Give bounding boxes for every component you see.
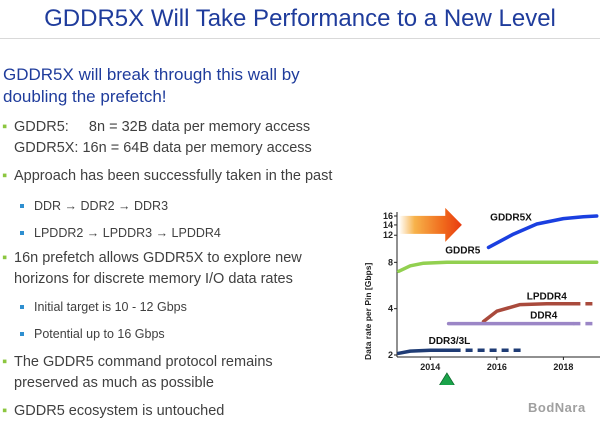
series-line-gddr5-solid: [396, 260, 599, 274]
bullet-text-line1: GDDR5: 8n = 32B data per memory access: [14, 119, 311, 135]
sub-bullet-text: Potential up to 16 Gbps: [34, 327, 165, 341]
timeline-marker-triangle: [439, 372, 455, 385]
sub-bullet-text: Initial target is 10 - 12 Gbps: [34, 300, 187, 314]
slide-title: GDDR5X Will Take Performance to a New Le…: [44, 5, 556, 32]
series-label-gddr5: GDDR5: [445, 246, 480, 257]
sub-bullet-initial-target: Initial target is 10 - 12 Gbps: [20, 298, 187, 316]
performance-arrow: [399, 207, 462, 242]
y-axis-title: Data rate per Pin [Gbps]: [363, 263, 373, 360]
bullet-text-line1: The GDDR5 command protocol remains: [14, 354, 273, 370]
x-tick-label-2018: 2018: [553, 362, 573, 372]
series-line-gddr5x-solid: [486, 214, 599, 250]
bullet-marker: ▪: [2, 250, 8, 266]
y-tick-label-8: 8: [388, 257, 393, 267]
bullet-text: GDDR5 ecosystem is untouched: [14, 403, 225, 419]
bullet-marker: ▪: [2, 119, 8, 135]
bullet-marker: ▪: [2, 354, 8, 370]
x-tick-label-2014: 2014: [420, 362, 440, 372]
y-tick-label-12: 12: [383, 230, 393, 240]
lead-statement: GDDR5X will break through this wall by d…: [3, 65, 300, 106]
sub-bullet-marker: [20, 203, 24, 208]
title-divider: [0, 38, 600, 39]
sub-bullet-marker: [20, 331, 24, 336]
y-tick-label-16: 16: [383, 211, 393, 221]
bullet-text-line2: GDDR5X: 16n = 64B data per memory access: [14, 140, 312, 156]
series-line-ddr3-3l-solid: [396, 348, 456, 356]
series-label-ddr3-3l: DDR3/3L: [429, 336, 471, 347]
sub-bullet-ddr: DDR → DDR2 → DDR3: [20, 197, 168, 215]
sub-bullet-lpddr: LPDDR2 → LPDDR3 → LPDDR4: [20, 224, 221, 242]
sub-bullet-potential: Potential up to 16 Gbps: [20, 325, 165, 343]
series-label-gddr5x: GDDR5X: [490, 212, 532, 223]
sub-bullet-marker: [20, 304, 24, 309]
bullet-marker: ▪: [2, 403, 8, 419]
y-tick-label-4: 4: [388, 304, 393, 314]
series-label-lpddr4: LPDDR4: [527, 291, 567, 302]
chart-y-axis-label: Data rate per Pin [Gbps]: [363, 263, 373, 360]
series-line-lpddr4-solid: [481, 302, 576, 324]
x-tick-label-2016: 2016: [487, 362, 507, 372]
series-label-ddr4: DDR4: [530, 311, 558, 322]
bullet-text-line2: preserved as much as possible: [14, 375, 214, 391]
y-tick-label-2: 2: [388, 350, 393, 360]
bullet-command-protocol: ▪ The GDDR5 command protocol remains prese…: [2, 352, 273, 394]
bullet-text-line1: 16n prefetch allows GDDR5X to explore ne…: [14, 250, 302, 266]
sub-bullet-marker: [20, 230, 24, 235]
sub-bullet-text: LPDDR2 → LPDDR3 → LPDDR4: [34, 226, 221, 240]
bullet-16n-prefetch: ▪ 16n prefetch allows GDDR5X to explore n…: [2, 248, 302, 290]
y-tick-label-14: 14: [383, 220, 393, 230]
bullet-prefetch-comparison: ▪ GDDR5: 8n = 32B data per memory access G…: [2, 117, 312, 159]
bullet-marker: ▪: [2, 168, 8, 184]
bullet-text: Approach has been successfully taken in …: [14, 168, 333, 184]
bullet-ecosystem: ▪ GDDR5 ecosystem is untouched: [2, 401, 224, 422]
sub-bullet-text: DDR → DDR2 → DDR3: [34, 199, 169, 213]
bullet-approach: ▪ Approach has been successfully taken in…: [2, 166, 332, 187]
bullet-text-line2: horizons for discrete memory I/O data ra…: [14, 271, 293, 287]
bodnara-logo: BodNara: [528, 400, 586, 415]
